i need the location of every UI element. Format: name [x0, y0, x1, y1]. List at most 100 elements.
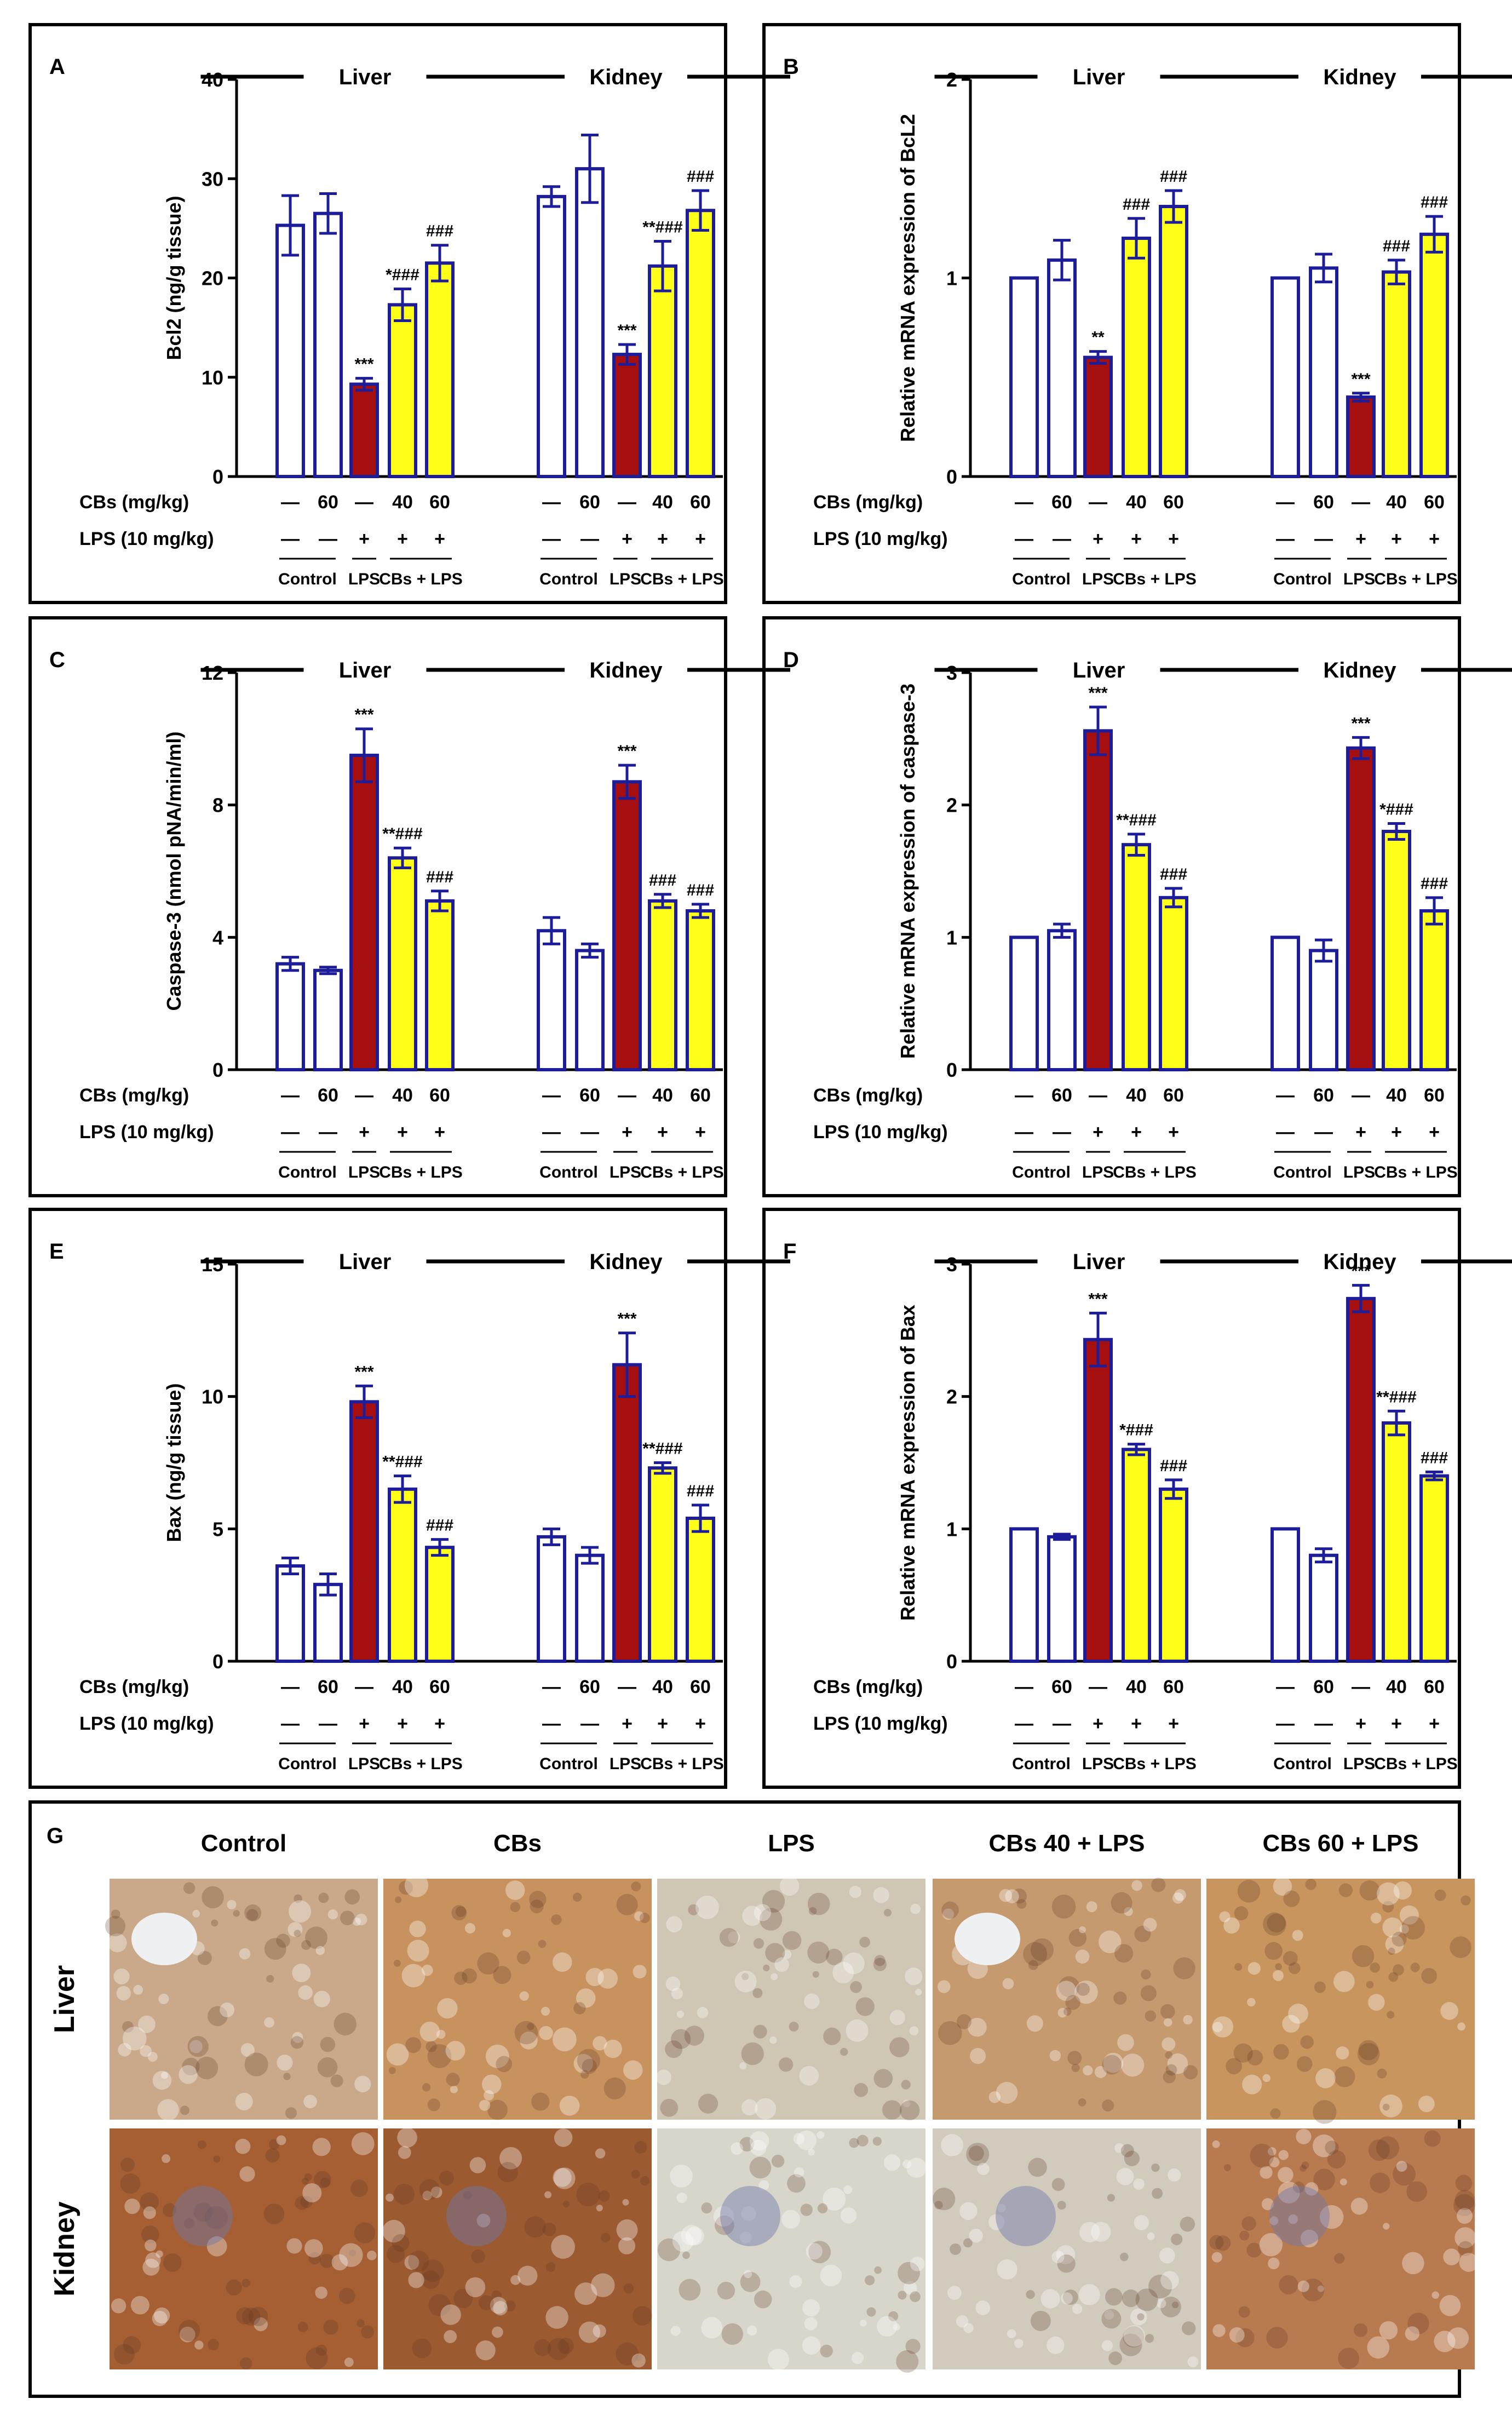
bar-liver-1 — [275, 962, 305, 1072]
tissue-texture — [330, 2074, 343, 2087]
tissue-texture — [1406, 2181, 1427, 2202]
tissue-texture — [239, 2166, 255, 2182]
group-label-0: Control — [1012, 1755, 1071, 1773]
tissue-texture — [518, 2265, 538, 2286]
tissue-texture — [996, 2082, 1018, 2104]
tissue-texture — [860, 2320, 867, 2327]
tissue-texture — [753, 1938, 764, 1949]
row-label-cbs: CBs (mg/kg) — [79, 1677, 189, 1697]
micrograph-tile — [657, 2128, 925, 2369]
group-label-2: CBs + LPS — [640, 1755, 724, 1773]
lps-sign-label: — — [1015, 1122, 1033, 1143]
tissue-texture — [740, 2231, 752, 2243]
tissue-texture — [1392, 1931, 1407, 1947]
group-label-0: Control — [1273, 1163, 1332, 1181]
tissue-texture — [315, 2344, 327, 2356]
lps-sign-label: + — [1131, 1713, 1142, 1734]
tissue-texture — [616, 2219, 638, 2241]
tissue-texture — [277, 2055, 293, 2071]
tissue-texture — [113, 1968, 130, 1985]
lps-sign-label: + — [359, 1122, 370, 1143]
tissue-texture — [111, 2298, 127, 2314]
lps-sign-label: + — [1355, 529, 1366, 549]
tissue-texture — [1223, 1917, 1240, 1934]
tissue-texture — [1234, 1906, 1249, 1921]
cbs-dose-label: 60 — [1424, 1677, 1445, 1697]
tissue-texture — [1174, 1889, 1186, 1901]
tissue-texture — [975, 2300, 991, 2315]
lps-sign-label: + — [1391, 529, 1402, 549]
tissue-texture — [206, 2236, 227, 2257]
tissue-texture — [1338, 2348, 1359, 2369]
group-label-1: LPS — [610, 1755, 641, 1773]
tissue-texture — [1209, 2235, 1224, 2250]
lps-sign-label: + — [1168, 1713, 1179, 1734]
cbs-dose-label: — — [355, 1677, 373, 1697]
significance-label: *** — [1351, 370, 1370, 388]
y-tick-label: 15 — [202, 1253, 223, 1276]
tissue-texture — [873, 1958, 887, 1971]
cbs-dose-label: 60 — [1051, 492, 1072, 513]
tissue-texture — [557, 2338, 574, 2354]
tissue-texture — [1237, 1880, 1261, 1903]
tissue-texture — [1113, 1991, 1127, 2005]
vessel-lumen — [955, 1913, 1020, 1965]
tissue-texture — [676, 2010, 685, 2018]
tissue-texture — [197, 1950, 212, 1965]
tissue-texture — [1105, 2288, 1123, 2306]
tissue-texture — [1023, 1942, 1048, 1966]
tissue-texture — [1301, 2279, 1325, 2302]
tissue-texture — [301, 1940, 312, 1950]
tissue-texture — [1454, 2190, 1475, 2211]
tissue-texture — [1235, 2328, 1255, 2348]
tissue-texture — [774, 1957, 789, 1972]
cbs-dose-label: — — [542, 1085, 561, 1106]
lps-sign-label: — — [1276, 529, 1295, 549]
tissue-texture — [698, 2093, 718, 2114]
lps-sign-label: + — [359, 1713, 370, 1734]
tissue-texture — [1101, 2340, 1113, 2351]
tissue-texture — [476, 2213, 491, 2228]
cbs-dose-label: — — [618, 492, 636, 513]
tissue-texture — [1385, 1935, 1404, 1954]
tissue-texture — [1325, 2140, 1339, 2155]
tissue-texture — [988, 2091, 1001, 2103]
y-tick-label: 3 — [946, 662, 957, 684]
tissue-texture — [1393, 1881, 1412, 1900]
chart-panel-d: D Liver Kidney 0 1 2 3 Relative mRNA expression… — [762, 616, 1512, 1197]
bar-liver-4 — [1122, 237, 1151, 478]
row-label-lps: LPS (10 mg/kg) — [79, 1122, 214, 1143]
bar-kidney-5 — [1419, 1474, 1449, 1663]
tissue-texture — [1181, 2321, 1196, 2335]
tissue-texture — [899, 2100, 920, 2121]
tissue-texture — [1377, 1882, 1400, 1906]
tissue-texture — [163, 2253, 182, 2272]
tissue-texture — [741, 2042, 764, 2065]
lps-sign-label: + — [434, 529, 445, 549]
tissue-texture — [496, 2056, 513, 2073]
tissue-texture — [1103, 2052, 1124, 2073]
tissue-texture — [297, 2321, 308, 2333]
cbs-dose-label: — — [1015, 492, 1033, 513]
significance-label: *** — [1088, 684, 1107, 702]
tissue-texture — [734, 1970, 757, 1993]
tissue-texture — [450, 2085, 458, 2093]
tissue-texture — [631, 1881, 641, 1892]
lps-sign-label: — — [542, 1713, 561, 1734]
row-label-lps: LPS (10 mg/kg) — [79, 1713, 214, 1734]
glomerulus — [996, 2186, 1056, 2246]
tissue-texture — [640, 2176, 650, 2186]
bar-liver-2 — [313, 1582, 343, 1663]
tissue-texture — [487, 2099, 508, 2120]
tissue-texture — [1007, 2329, 1016, 2339]
tissue-texture — [1119, 2333, 1142, 2356]
tissue-texture — [249, 2306, 268, 2326]
bar-liver-3 — [349, 382, 379, 478]
tissue-texture — [366, 2250, 377, 2260]
tissue-texture — [1057, 2007, 1068, 2018]
tissue-texture — [354, 2075, 371, 2093]
group-label-2: CBs + LPS — [1113, 1163, 1197, 1181]
tissue-texture — [1212, 2022, 1223, 2033]
tissue-texture — [1107, 2194, 1115, 2202]
tissue-texture — [1250, 2143, 1274, 2168]
